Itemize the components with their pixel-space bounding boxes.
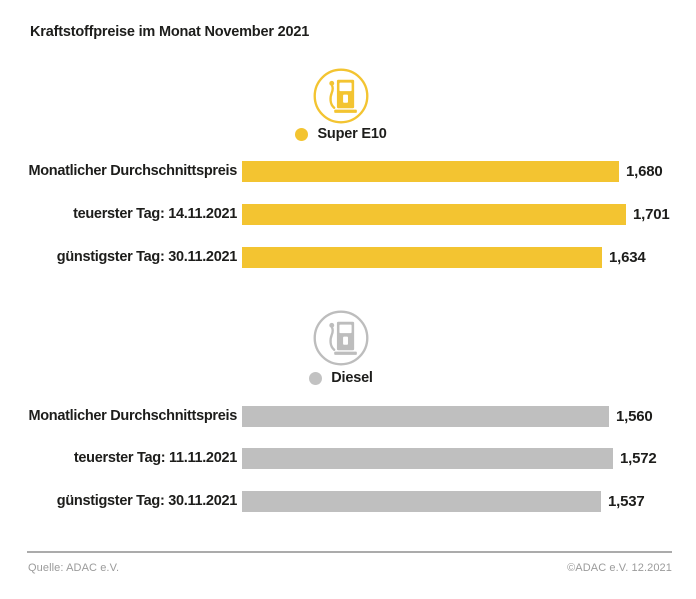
bar-value: 1,560 bbox=[616, 408, 653, 425]
footer-copyright: ©ADAC e.V. 12.2021 bbox=[567, 562, 672, 574]
legend-dot-diesel bbox=[309, 371, 323, 385]
legend-label-diesel: Diesel bbox=[331, 370, 373, 386]
bar-row-diesel-max: teuerster Tag: 11.11.2021 1,572 bbox=[0, 448, 696, 469]
legend-dot-super-e10 bbox=[295, 127, 309, 141]
bar-label: Monatlicher Durchschnittspreis bbox=[28, 163, 237, 179]
legend-super-e10: Super E10 bbox=[0, 126, 682, 142]
bar-label: günstigster Tag: 30.11.2021 bbox=[56, 249, 238, 265]
bar-super-avg bbox=[242, 161, 619, 182]
bar-label: Monatlicher Durchschnittspreis bbox=[28, 408, 237, 424]
footer-source: Quelle: ADAC e.V. bbox=[28, 562, 120, 574]
bar-diesel-min bbox=[242, 491, 601, 512]
bar-value: 1,634 bbox=[609, 249, 646, 266]
bar-label: teuerster Tag: 11.11.2021 bbox=[73, 450, 237, 466]
footer-divider bbox=[27, 551, 672, 553]
bar-row-super-min: günstigster Tag: 30.11.2021 1,634 bbox=[0, 247, 696, 268]
diesel-icon-wrap bbox=[0, 309, 682, 367]
legend-diesel: Diesel bbox=[0, 370, 682, 386]
bar-label: günstigster Tag: 30.11.2021 bbox=[56, 493, 238, 509]
bar-value: 1,701 bbox=[633, 206, 670, 223]
bar-value: 1,537 bbox=[608, 493, 645, 510]
bar-super-min bbox=[242, 247, 602, 268]
bar-row-super-max: teuerster Tag: 14.11.2021 1,701 bbox=[0, 204, 696, 225]
bar-value: 1,572 bbox=[620, 450, 657, 467]
bar-value: 1,680 bbox=[626, 163, 663, 180]
bar-diesel-max bbox=[242, 448, 613, 469]
fuel-pump-icon bbox=[313, 310, 369, 366]
super-e10-icon-wrap bbox=[0, 67, 682, 125]
page-title: Kraftstoffpreise im Monat November 2021 bbox=[30, 24, 310, 40]
bar-super-max bbox=[242, 204, 626, 225]
bar-label: teuerster Tag: 14.11.2021 bbox=[73, 206, 237, 222]
fuel-pump-icon bbox=[313, 68, 369, 124]
bar-row-diesel-min: günstigster Tag: 30.11.2021 1,537 bbox=[0, 491, 696, 512]
legend-label-super-e10: Super E10 bbox=[317, 126, 387, 142]
bar-row-diesel-avg: Monatlicher Durchschnittspreis 1,560 bbox=[0, 406, 696, 427]
bar-row-super-avg: Monatlicher Durchschnittspreis 1,680 bbox=[0, 161, 696, 182]
bar-diesel-avg bbox=[242, 406, 609, 427]
